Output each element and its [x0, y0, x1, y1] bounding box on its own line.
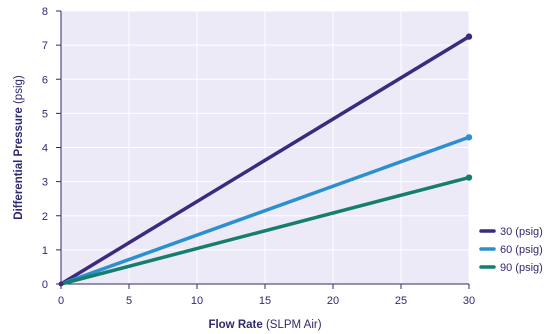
x-tick-label: 30	[463, 295, 475, 307]
x-tick-label: 15	[259, 295, 271, 307]
y-tick-label: 4	[42, 143, 48, 155]
series-end-point	[465, 134, 473, 141]
series-lines	[58, 33, 473, 287]
y-axis-title: Differential Pressure (psig)	[13, 75, 25, 220]
x-axis-title-unit: (SLPM Air)	[266, 319, 322, 331]
x-tick-labels: 0 5 10 15 20 25 30	[58, 284, 475, 307]
x-tick-label: 0	[58, 295, 64, 307]
y-tick-label: 3	[42, 177, 48, 189]
y-tick-label: 0	[42, 279, 48, 291]
y-axis-title-unit: (psig)	[13, 75, 25, 104]
grid-lines	[61, 10, 470, 284]
y-axis-title-main: Differential Pressure	[13, 107, 25, 220]
y-tick-label: 5	[42, 108, 48, 120]
series-end-point	[465, 174, 473, 181]
series-end-point	[465, 33, 473, 40]
y-tick-label: 2	[42, 211, 48, 223]
y-tick-labels: 0 1 2 3 4 5 6 7 8	[42, 6, 61, 291]
x-tick-label: 20	[327, 295, 339, 307]
x-tick-label: 10	[191, 295, 203, 307]
x-axis-title-main: Flow Rate	[208, 319, 262, 331]
series-line	[59, 34, 471, 286]
legend: 30 (psig) 60 (psig) 90 (psig)	[479, 226, 543, 274]
series-line	[59, 175, 471, 286]
x-tick-label: 5	[126, 295, 132, 307]
x-axis-title: Flow Rate (SLPM Air)	[208, 319, 321, 331]
origin-point	[58, 281, 64, 287]
legend-label: 60 (psig)	[500, 244, 543, 256]
x-tick-label: 25	[395, 295, 407, 307]
y-tick-label: 7	[42, 40, 48, 52]
legend-label: 90 (psig)	[500, 262, 543, 274]
y-tick-label: 1	[42, 245, 48, 257]
series-line	[59, 135, 471, 286]
legend-label: 30 (psig)	[500, 226, 543, 238]
y-tick-label: 6	[42, 74, 48, 86]
y-tick-label: 8	[42, 6, 48, 18]
